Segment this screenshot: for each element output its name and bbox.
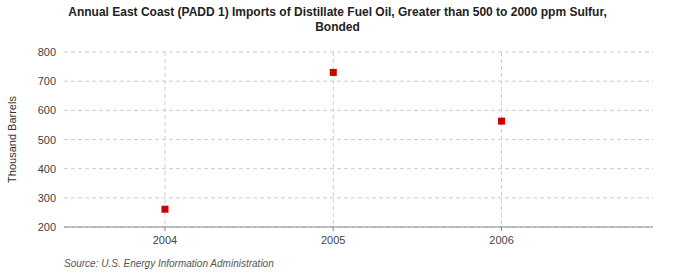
y-tick-label: 700 bbox=[38, 75, 56, 87]
y-tick-label: 800 bbox=[38, 46, 56, 58]
axes: 200 300 400 500 600 700 800 2004 2005 2006 bbox=[38, 46, 653, 246]
point bbox=[498, 118, 505, 125]
y-grid-line bbox=[64, 110, 653, 111]
point bbox=[161, 206, 168, 213]
points bbox=[161, 69, 505, 213]
y-tick-label: 300 bbox=[38, 192, 56, 204]
x-tick bbox=[164, 227, 165, 231]
title: Bonded bbox=[315, 20, 360, 34]
y-grid-line bbox=[64, 168, 653, 169]
title-group: Annual East Coast (PADD 1) Imports of Di… bbox=[68, 5, 607, 34]
chart: Annual East Coast (PADD 1) Imports of Di… bbox=[0, 0, 675, 275]
x-tick bbox=[501, 227, 502, 231]
x-grid-line bbox=[164, 52, 165, 227]
x-axis-line bbox=[64, 227, 653, 228]
point bbox=[330, 69, 337, 76]
x-tick-label: 2006 bbox=[489, 234, 513, 246]
y-grid-line bbox=[64, 139, 653, 140]
y-grid-line bbox=[64, 81, 653, 82]
background bbox=[0, 0, 675, 275]
x-tick bbox=[333, 227, 334, 231]
y-tick-label: 500 bbox=[38, 134, 56, 146]
y-grid-line bbox=[64, 197, 653, 198]
x-tick-label: 2005 bbox=[321, 234, 345, 246]
y-tick-label: 200 bbox=[38, 221, 56, 233]
grid bbox=[64, 52, 653, 227]
y-grid-line bbox=[64, 52, 653, 53]
y-tick-label: 400 bbox=[38, 163, 56, 175]
y-axis-label: Thousand Barrels bbox=[6, 96, 18, 183]
x-tick-label: 2004 bbox=[153, 234, 177, 246]
source-note: Source: U.S. Energy Information Administ… bbox=[64, 258, 274, 269]
x-grid-line bbox=[333, 52, 334, 227]
y-grid-line bbox=[64, 227, 653, 228]
x-grid-line bbox=[501, 52, 502, 227]
y-tick-label: 600 bbox=[38, 104, 56, 116]
title: Annual East Coast (PADD 1) Imports of Di… bbox=[68, 5, 607, 19]
